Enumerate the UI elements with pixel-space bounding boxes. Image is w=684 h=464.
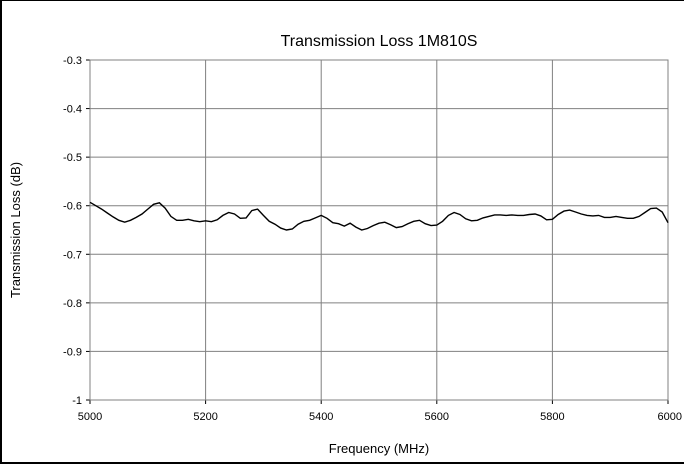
x-tick-label: 5400: [309, 411, 333, 423]
x-tick-label: 5600: [425, 411, 449, 423]
x-tick-label: 5000: [78, 411, 102, 423]
plot-area: [90, 60, 668, 400]
y-tick-labels: -0.3 -0.4 -0.5 -0.6 -0.7 -0.8 -0.9 -1: [63, 55, 82, 407]
x-tick-label: 5800: [540, 411, 564, 423]
y-tick-label: -0.7: [63, 249, 82, 261]
y-tick-label: -0.6: [63, 201, 82, 213]
y-axis-label: Transmission Loss (dB): [8, 162, 23, 298]
y-tick-label: -1: [72, 395, 82, 407]
y-tick-label: -0.5: [63, 152, 82, 164]
y-tick-label: -0.8: [63, 298, 82, 310]
y-tick-label: -0.3: [63, 55, 82, 67]
chart-title: Transmission Loss 1M810S: [281, 33, 478, 50]
y-tick-label: -0.9: [63, 346, 82, 358]
y-tick-label: -0.4: [63, 104, 82, 116]
x-tick-labels: 5000 5200 5400 5600 5800 6000: [78, 411, 682, 423]
x-axis-label: Frequency (MHz): [329, 441, 429, 456]
plot-border: [89, 59, 669, 401]
x-tick-label: 5200: [193, 411, 217, 423]
x-tick-label: 6000: [658, 411, 682, 423]
series-line: [89, 201, 669, 231]
